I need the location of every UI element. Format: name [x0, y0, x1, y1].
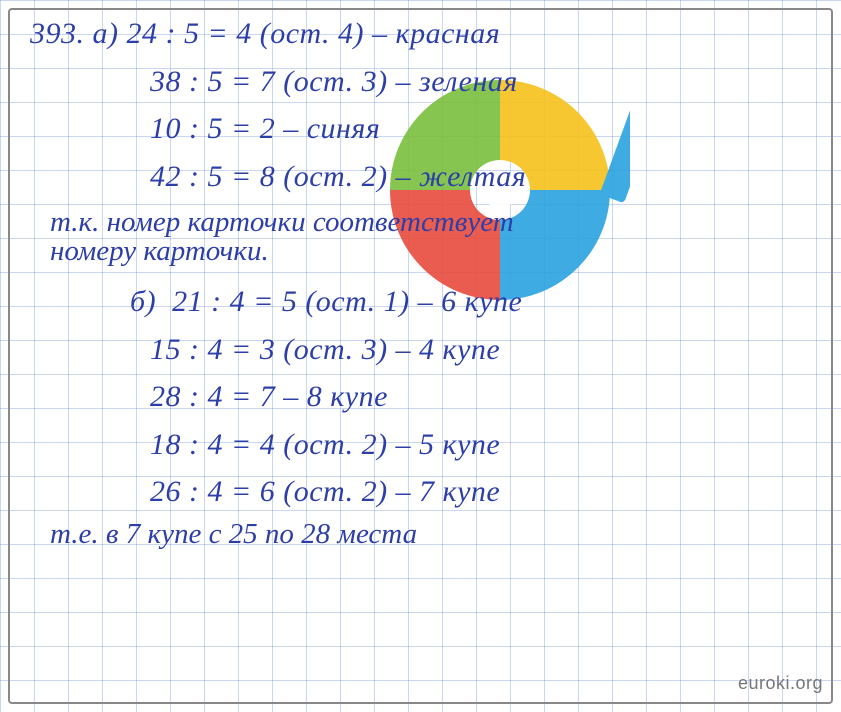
line-a-1: 393. а) 24 : 5 = 4 (ост. 4) – красная: [30, 18, 817, 50]
footer-b: т.е. в 7 купе с 25 по 28 места: [50, 518, 817, 551]
note-a-line2: номеру карточки.: [50, 235, 269, 267]
note-a-line1: т.к. номер карточки соответствует: [50, 206, 514, 238]
line-a-4: 42 : 5 = 8 (ост. 2) – желтая: [30, 161, 817, 193]
note-a: т.к. номер карточки соответствует номеру…: [50, 208, 817, 266]
line-b-5: 26 : 4 = 6 (ост. 2) – 7 купе: [30, 476, 817, 508]
line-b-2: 15 : 4 = 3 (ост. 3) – 4 купе: [30, 334, 817, 366]
line-b-3: 28 : 4 = 7 – 8 купе: [30, 381, 817, 413]
line-a-2: 38 : 5 = 7 (ост. 3) – зеленая: [30, 66, 817, 98]
line-a-3: 10 : 5 = 2 – синяя: [30, 113, 817, 145]
handwriting-content: 393. а) 24 : 5 = 4 (ост. 4) – красная 38…: [0, 0, 841, 712]
notebook-page: 393. а) 24 : 5 = 4 (ост. 4) – красная 38…: [0, 0, 841, 712]
line-b-4: 18 : 4 = 4 (ост. 2) – 5 купе: [30, 429, 817, 461]
line-b-1: б) 21 : 4 = 5 (ост. 1) – 6 купе: [30, 286, 817, 318]
